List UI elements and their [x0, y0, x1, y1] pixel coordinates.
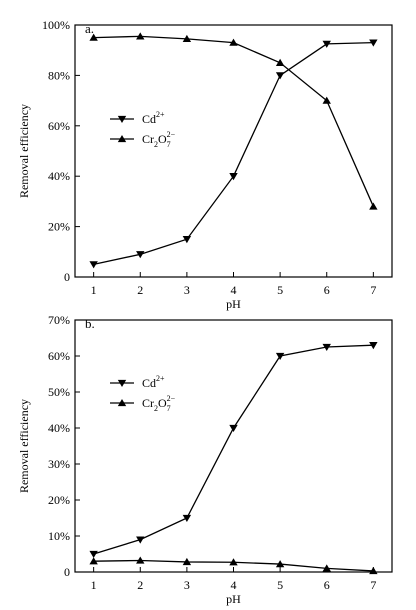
series-line	[93, 35, 374, 207]
series-line	[93, 41, 374, 266]
panel-label: a.	[85, 21, 94, 36]
x-axis-title: pH	[226, 592, 241, 606]
data-point	[322, 343, 331, 351]
y-tick-label: 20%	[48, 493, 70, 507]
data-point	[136, 32, 145, 40]
data-point	[89, 33, 98, 41]
y-tick-label: 50%	[48, 385, 70, 399]
y-tick-label: 40%	[48, 169, 70, 183]
plot-frame	[74, 24, 393, 278]
chart-panel-a: a. 0 20% 40% 60% 80% 100% 1 2 3 4 5 6 7 pH Removal effi…	[17, 18, 393, 311]
data-point	[229, 558, 238, 566]
data-point	[275, 560, 285, 568]
x-tick-label: 4	[231, 578, 237, 592]
data-point	[136, 536, 145, 544]
legend: Cd2+ Cr2O72−	[110, 110, 176, 149]
data-point	[369, 39, 378, 47]
y-tick-label: 0	[64, 565, 70, 579]
legend-marker	[117, 135, 127, 143]
y-tick-label: 70%	[48, 313, 70, 327]
x-tick-label: 7	[370, 283, 376, 297]
data-point	[229, 424, 238, 432]
series-cd	[89, 342, 378, 558]
y-tick-label: 80%	[48, 68, 70, 82]
data-point	[229, 173, 238, 181]
x-tick-label: 2	[137, 283, 143, 297]
series-line	[93, 344, 374, 555]
data-point	[89, 261, 98, 269]
legend-entry: Cd2+	[142, 374, 165, 390]
x-tick-label: 1	[91, 283, 97, 297]
data-point	[182, 236, 192, 244]
x-tick-label: 7	[370, 578, 376, 592]
legend-entry: Cd2+	[142, 110, 165, 126]
legend-entry: Cr2O72−	[142, 394, 176, 413]
data-point	[322, 40, 331, 48]
y-tick-label: 60%	[48, 119, 70, 133]
data-point	[136, 251, 145, 259]
y-tick-label: 100%	[42, 18, 70, 32]
y-tick-label: 0	[64, 270, 70, 284]
x-tick-label: 2	[137, 578, 143, 592]
x-tick-label: 3	[184, 578, 190, 592]
y-axis-title: Removal efficiency	[17, 104, 31, 198]
data-point	[275, 72, 285, 80]
data-point	[369, 202, 378, 210]
series-cr2o7	[89, 556, 378, 575]
legend: Cd2+ Cr2O72−	[110, 374, 176, 413]
plot-frame	[74, 319, 393, 573]
data-point	[89, 557, 98, 565]
x-axis-title: pH	[226, 297, 241, 311]
data-point	[275, 58, 285, 66]
data-point	[369, 342, 378, 350]
x-tick-label: 1	[91, 578, 97, 592]
legend-entry: Cr2O72−	[142, 130, 176, 149]
data-point	[182, 514, 192, 522]
legend-marker	[117, 399, 127, 407]
x-tick-label: 5	[277, 578, 283, 592]
data-point	[322, 564, 331, 572]
series-cr2o7	[89, 32, 378, 210]
data-point	[229, 38, 238, 46]
y-axis-title: Removal efficiency	[17, 399, 31, 493]
data-point	[369, 566, 378, 575]
legend-marker	[117, 115, 127, 123]
x-tick-label: 3	[184, 283, 190, 297]
data-point	[322, 96, 331, 104]
y-tick-label: 30%	[48, 457, 70, 471]
x-tick-label: 6	[324, 283, 330, 297]
chart-panel-b: b. 0 10% 20% 30% 40% 50% 60% 70% 1 2 3 4 5 6 7 pH Removal…	[17, 313, 393, 606]
data-point	[275, 352, 285, 360]
y-tick-label: 10%	[48, 529, 70, 543]
data-point	[89, 550, 98, 558]
x-tick-label: 4	[231, 283, 237, 297]
data-point	[182, 34, 192, 43]
series-cd	[89, 39, 378, 269]
y-tick-label: 60%	[48, 349, 70, 363]
y-tick-label: 20%	[48, 220, 70, 234]
x-tick-label: 5	[277, 283, 283, 297]
panel-label: b.	[85, 316, 95, 331]
y-tick-label: 40%	[48, 421, 70, 435]
data-point	[182, 557, 192, 566]
data-point	[136, 556, 145, 564]
x-tick-label: 6	[324, 578, 330, 592]
legend-marker	[117, 379, 127, 387]
